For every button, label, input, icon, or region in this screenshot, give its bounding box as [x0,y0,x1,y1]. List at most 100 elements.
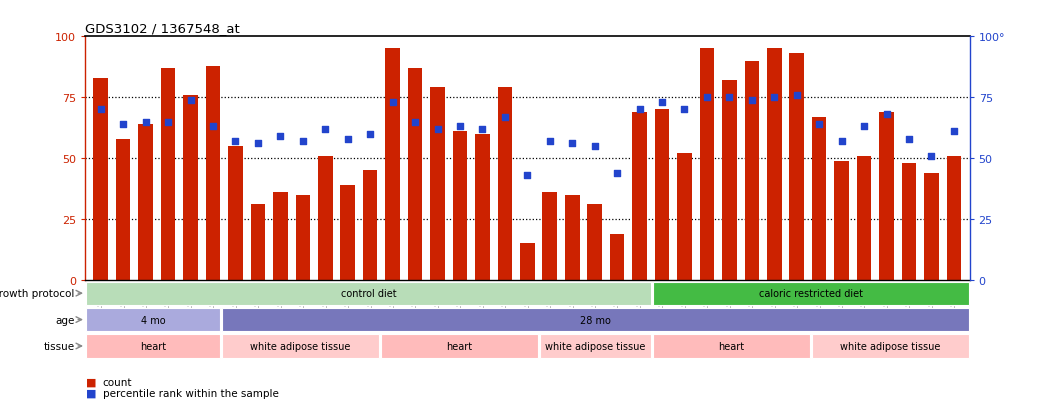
Bar [251,205,265,280]
Bar [475,134,489,280]
Bar [381,335,538,358]
Bar [228,147,243,280]
Point [586,143,602,150]
Point [497,114,513,121]
Bar [498,88,512,280]
Point [339,136,356,142]
Point [653,100,670,106]
Point [946,129,962,135]
Bar [296,195,310,280]
Point [137,119,153,126]
Point [699,95,716,101]
Bar [722,81,736,280]
Bar [835,161,849,280]
Bar [116,139,131,280]
Bar [653,335,810,358]
Point [518,173,535,179]
Bar [587,205,601,280]
Bar [857,156,871,280]
Bar [633,112,647,280]
Bar [86,335,220,358]
Text: percentile rank within the sample: percentile rank within the sample [103,388,279,398]
Bar [947,156,961,280]
Point [227,138,244,145]
Bar [654,110,669,280]
Text: heart: heart [446,341,472,351]
Point [541,138,558,145]
Point [474,126,491,133]
Bar [205,66,220,280]
Point [92,107,109,114]
Text: white adipose tissue: white adipose tissue [840,341,941,351]
Bar [812,335,969,358]
Point [160,119,176,126]
Text: GDS3102 / 1367548_at: GDS3102 / 1367548_at [85,21,240,35]
Text: heart: heart [140,341,166,351]
Point [788,92,805,99]
Bar [879,112,894,280]
Point [250,141,267,147]
Point [204,124,221,131]
Point [721,95,737,101]
Point [452,124,469,131]
Point [632,107,648,114]
Bar [539,335,651,358]
Bar [745,62,759,280]
Bar [767,49,782,280]
Point [878,112,895,118]
Bar [340,185,355,280]
Point [811,121,828,128]
Text: tissue: tissue [44,341,75,351]
Text: ■: ■ [86,388,96,398]
Bar [565,195,580,280]
Bar [700,49,714,280]
Bar [542,193,557,280]
Point [115,121,132,128]
Text: heart: heart [719,341,745,351]
Point [564,141,581,147]
Point [856,124,872,131]
Bar [138,125,152,280]
Point [609,170,625,177]
Point [407,119,423,126]
Text: white adipose tissue: white adipose tissue [545,341,646,351]
Bar [222,308,969,331]
Bar [453,132,468,280]
Point [744,97,760,104]
Text: white adipose tissue: white adipose tissue [250,341,351,351]
Point [901,136,918,142]
Point [766,95,783,101]
Point [295,138,311,145]
Text: ■: ■ [86,377,96,387]
Point [923,153,940,159]
Bar [161,69,175,280]
Bar [610,234,624,280]
Bar [86,282,651,305]
Text: 28 mo: 28 mo [580,315,611,325]
Bar [789,54,804,280]
Point [676,107,693,114]
Bar [812,117,826,280]
Point [362,131,379,138]
Point [317,126,334,133]
Bar [653,282,969,305]
Bar [273,193,287,280]
Bar [677,154,692,280]
Point [385,100,401,106]
Point [834,138,850,145]
Bar [86,308,220,331]
Point [429,126,446,133]
Text: 4 mo: 4 mo [141,315,165,325]
Bar [430,88,445,280]
Text: caloric restricted diet: caloric restricted diet [759,288,863,299]
Bar [902,164,917,280]
Bar [386,49,400,280]
Text: control diet: control diet [341,288,396,299]
Bar [520,244,535,280]
Text: age: age [55,315,75,325]
Point [183,97,199,104]
Bar [924,173,938,280]
Text: growth protocol: growth protocol [0,288,75,299]
Text: count: count [103,377,132,387]
Bar [408,69,422,280]
